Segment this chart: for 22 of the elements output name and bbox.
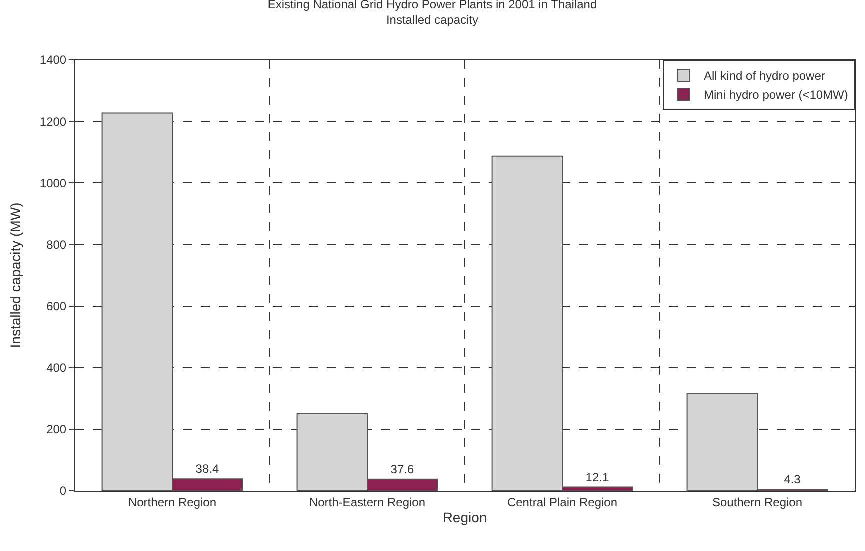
y-tick-label: 200: [46, 422, 67, 437]
data-label: 37.6: [390, 462, 414, 476]
x-axis-title: Region: [442, 510, 488, 526]
x-tick-label: North-Eastern Region: [309, 495, 426, 510]
chart-title: Existing National Grid Hydro Power Plants in 2001 in Thailand: [268, 0, 598, 12]
y-axis-title: Installed capacity (MW): [7, 202, 24, 348]
y-tick-label: 400: [46, 361, 67, 376]
y-tick-label: 1000: [40, 176, 67, 190]
data-label: 12.1: [586, 470, 610, 484]
legend-label: Mini hydro power (<10MW): [704, 88, 848, 102]
x-tick-label: Central Plain Region: [507, 495, 618, 510]
y-tick-label: 800: [46, 238, 67, 252]
x-tick-label: Southern Region: [712, 495, 803, 510]
chart-subtitle: Installed capacity: [386, 12, 479, 27]
legend-label: All kind of hydro power: [704, 69, 826, 84]
y-tick-label: 1400: [40, 53, 67, 68]
data-label: 4.3: [784, 472, 802, 487]
y-tick-label: 0: [60, 484, 67, 498]
data-label: 38.4: [196, 462, 220, 476]
y-tick-label: 600: [46, 299, 67, 314]
x-tick-label: Northern Region: [128, 495, 217, 510]
y-tick-label: 1200: [40, 114, 67, 129]
